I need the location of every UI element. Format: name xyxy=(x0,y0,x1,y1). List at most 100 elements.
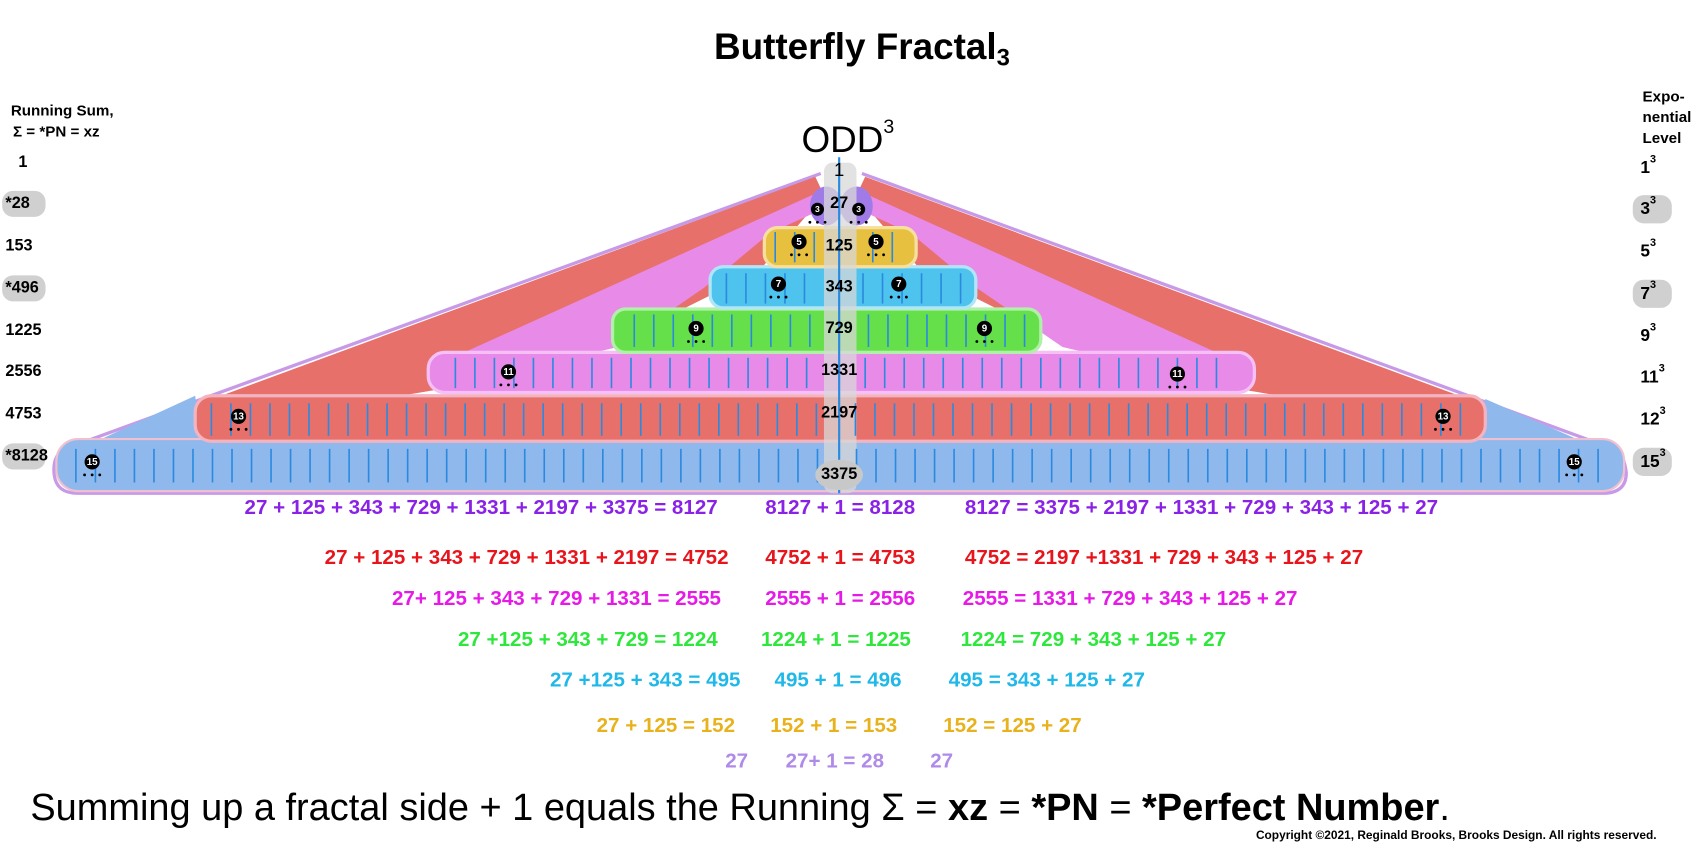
marker-dot xyxy=(1449,427,1453,431)
marker-label: 11 xyxy=(1172,369,1183,380)
equation-left: 27 + 125 + 343 + 729 + 1331 + 2197 = 475… xyxy=(325,546,729,569)
marker-label: 3 xyxy=(815,204,820,214)
exponent-level: 123 xyxy=(1640,405,1665,428)
center-value: 125 xyxy=(826,236,853,254)
equation-left: 27 +125 + 343 = 495 xyxy=(550,668,741,691)
right-heading: Level xyxy=(1643,130,1682,147)
footer-segment: Summing up a fractal side + 1 equals the… xyxy=(30,787,948,829)
running-sum: *8128 xyxy=(5,447,47,465)
center-value: 1331 xyxy=(821,361,857,379)
marker-dot xyxy=(797,253,801,257)
marker-dot xyxy=(889,295,893,299)
running-sum: 1225 xyxy=(5,321,41,339)
marker-dot xyxy=(790,253,793,257)
center-value: 343 xyxy=(826,278,853,296)
marker-label: 9 xyxy=(693,324,699,335)
marker-dot xyxy=(1580,473,1584,477)
marker xyxy=(1566,454,1582,470)
marker xyxy=(810,202,824,216)
left-red-wing xyxy=(200,176,824,429)
exponent-superscript: 3 xyxy=(1660,405,1666,417)
marker-dot xyxy=(990,340,994,343)
exponent-base: 1 xyxy=(1640,157,1650,177)
marker-dot xyxy=(823,220,827,224)
center-value: 27 xyxy=(830,194,848,212)
equation-left: 27 + 125 = 152 xyxy=(597,714,735,737)
exponent-base: 7 xyxy=(1640,282,1650,302)
marker xyxy=(770,276,787,292)
exponent-base: 11 xyxy=(1640,366,1659,386)
marker-dot xyxy=(90,473,94,477)
exponent-base: 9 xyxy=(1640,325,1650,345)
right-heading: nential xyxy=(1643,109,1692,126)
exponent-level: 13 xyxy=(1640,153,1656,176)
exponent-base: 3 xyxy=(1640,198,1650,218)
footer-segment: xz xyxy=(948,787,988,829)
marker-dot xyxy=(229,427,233,431)
running-sum: *496 xyxy=(5,279,38,297)
equation-right: 27 xyxy=(930,750,953,773)
marker-dot xyxy=(857,220,861,224)
marker-label: 13 xyxy=(233,411,244,422)
marker xyxy=(1435,408,1451,424)
highlight xyxy=(2,275,46,302)
equation-right: 1224 = 729 + 343 + 125 + 27 xyxy=(961,628,1226,651)
marker-dot xyxy=(1168,385,1172,389)
marker-dot xyxy=(777,295,780,299)
exponent-superscript: 3 xyxy=(1659,362,1665,374)
marker-dot xyxy=(244,427,248,431)
marker-dot xyxy=(784,295,788,299)
odd-text: ODD xyxy=(801,119,883,160)
equation-right: 4752 = 2197 +1331 + 729 + 343 + 125 + 27 xyxy=(965,546,1363,569)
exponent-level: 53 xyxy=(1640,237,1656,260)
marker-label: 9 xyxy=(982,324,988,335)
equation-middle: 152 + 1 = 153 xyxy=(770,714,897,737)
highlight xyxy=(1632,195,1672,224)
marker-dot xyxy=(983,340,986,343)
title-text: Butterfly Fractal xyxy=(714,26,997,67)
equation-right: 2555 = 1331 + 729 + 343 + 125 + 27 xyxy=(963,587,1298,610)
running-sum: 1 xyxy=(18,153,27,171)
right-red-wing xyxy=(856,176,1480,429)
marker-dot xyxy=(849,220,853,224)
marker-dot xyxy=(1565,473,1569,477)
equation-middle: 1224 + 1 = 1225 xyxy=(761,628,911,651)
center-value: 729 xyxy=(826,319,853,337)
marker-dot xyxy=(237,427,240,431)
marker-dot xyxy=(882,253,886,257)
marker-label: 3 xyxy=(856,204,861,214)
equation-left: 27 + 125 + 343 + 729 + 1331 + 2197 + 337… xyxy=(245,496,718,519)
marker-dot xyxy=(1176,385,1179,389)
content: 1*28153*496122525564753*8128133353739311… xyxy=(2,153,1672,773)
equation-left: 27 +125 + 343 + 729 = 1224 xyxy=(458,628,718,651)
equation-middle: 4752 + 1 = 4753 xyxy=(765,546,915,569)
right-magenta-wing xyxy=(851,189,1253,391)
marker-dot xyxy=(499,383,503,387)
marker-dot xyxy=(507,383,510,387)
marker-label: 15 xyxy=(87,457,98,468)
marker-dot xyxy=(702,340,706,343)
marker-dot xyxy=(769,295,773,299)
left-heading: Σ = *PN = xz xyxy=(13,123,100,140)
footer-segment: *PN xyxy=(1031,787,1098,829)
marker-label: 5 xyxy=(796,237,802,248)
exponent-superscript: 3 xyxy=(1650,194,1656,206)
marker-dot xyxy=(98,473,102,477)
marker xyxy=(230,408,247,424)
highlight xyxy=(2,443,46,470)
highlight xyxy=(2,190,46,217)
equation-right: 152 = 125 + 27 xyxy=(943,714,1081,737)
marker-dot xyxy=(514,383,518,387)
exponent-level: 153 xyxy=(1640,447,1665,470)
exponent-superscript: 3 xyxy=(1650,153,1656,165)
marker xyxy=(84,454,100,470)
equation-left: 27 xyxy=(725,750,748,773)
marker xyxy=(976,320,993,337)
title: Butterfly Fractal3 xyxy=(714,26,1010,72)
exponent-level: 33 xyxy=(1640,194,1656,217)
highlight xyxy=(1632,447,1672,476)
footer: Summing up a fractal side + 1 equals the… xyxy=(30,787,1450,829)
marker-dot xyxy=(805,253,809,257)
marker xyxy=(868,234,884,250)
